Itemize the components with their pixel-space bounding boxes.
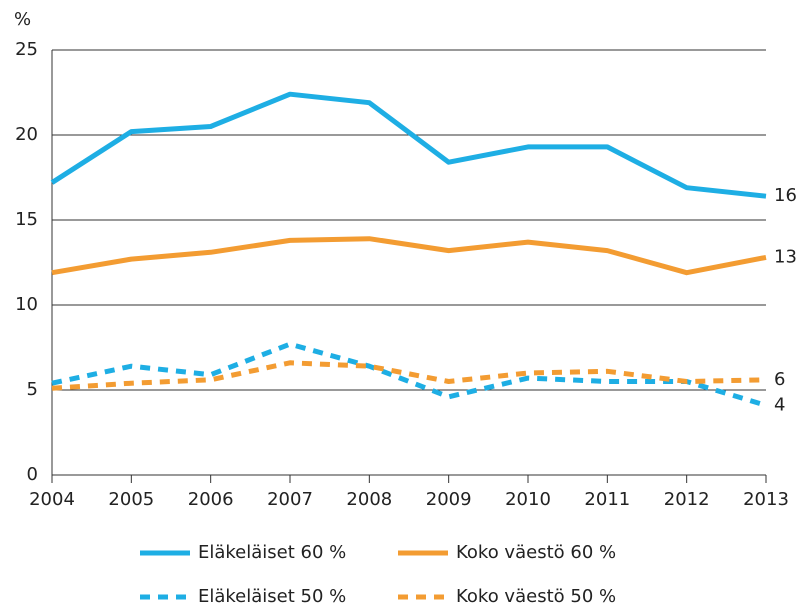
legend-label: Eläkeläiset 50 % <box>198 586 346 607</box>
y-tick-label: 0 <box>27 464 38 485</box>
x-tick-label: 2013 <box>743 489 789 510</box>
x-tick-label: 2011 <box>584 489 630 510</box>
x-tick-label: 2010 <box>505 489 551 510</box>
y-tick-label: 25 <box>15 39 38 60</box>
x-tick-label: 2005 <box>108 489 154 510</box>
y-axis-label: % <box>14 9 31 30</box>
x-tick-label: 2007 <box>267 489 313 510</box>
series-line <box>51 236 767 276</box>
y-tick-label: 10 <box>15 294 38 315</box>
x-tick-label: 2006 <box>188 489 234 510</box>
y-tick-label: 5 <box>27 379 38 400</box>
series-line <box>51 360 767 391</box>
end-label: 13 <box>774 246 797 267</box>
end-label: 4 <box>774 394 785 415</box>
end-label: 6 <box>774 369 785 390</box>
x-tick-label: 2004 <box>29 489 75 510</box>
y-tick-label: 15 <box>15 209 38 230</box>
x-tick-label: 2009 <box>426 489 472 510</box>
legend-label: Koko väestö 60 % <box>456 542 616 563</box>
series-line <box>51 341 767 408</box>
legend-label: Koko väestö 50 % <box>456 586 616 607</box>
y-tick-label: 20 <box>15 124 38 145</box>
x-tick-label: 2008 <box>346 489 392 510</box>
end-label: 16 <box>774 185 797 206</box>
x-tick-label: 2012 <box>664 489 710 510</box>
legend-label: Eläkeläiset 60 % <box>198 542 346 563</box>
series-line <box>50 91 767 199</box>
